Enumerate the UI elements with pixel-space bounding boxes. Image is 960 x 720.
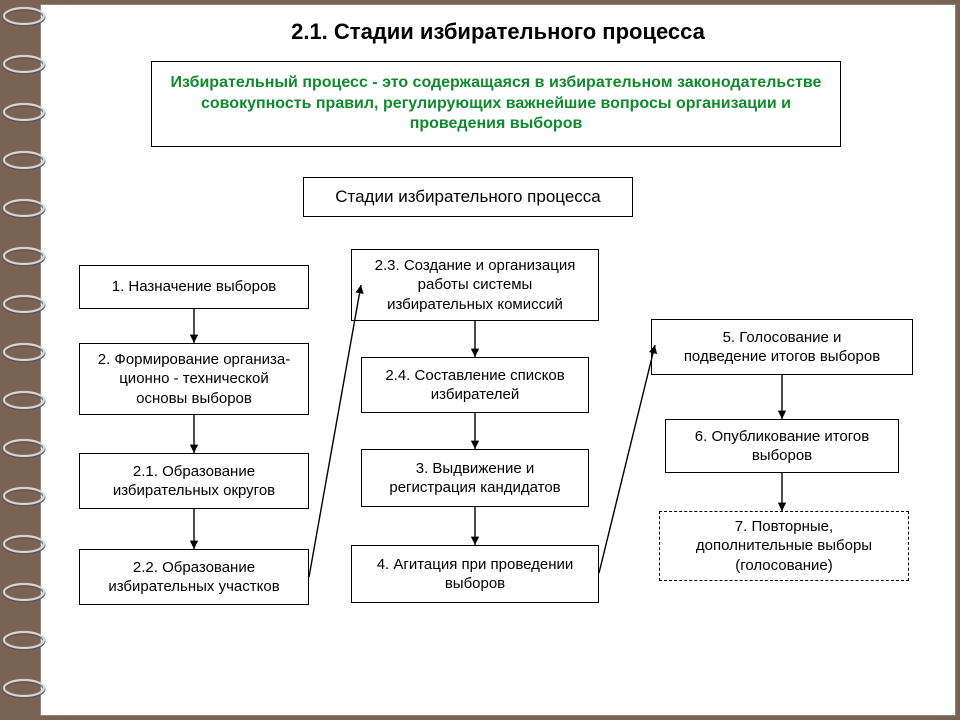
node-5: 5. Голосование и подведение итогов выбор… — [651, 319, 913, 375]
node-2-1: 2.1. Образование избирательных округов — [79, 453, 309, 509]
node-3: 3. Выдвижение и регистрация кандидатов — [361, 449, 589, 507]
node-2-4: 2.4. Составление списков избирателей — [361, 357, 589, 413]
page: 2.1. Стадии избирательного процесса Изби… — [40, 4, 956, 716]
node-4: 4. Агитация при проведении выборов — [351, 545, 599, 603]
node-6: 6. Опубликование итогов выборов — [665, 419, 899, 473]
node-1: 1. Назначение выборов — [79, 265, 309, 309]
page-title: 2.1. Стадии избирательного процесса — [41, 5, 955, 45]
definition-box: Избирательный процесс - это содержащаяся… — [151, 61, 841, 147]
node-7: 7. Повторные, дополнительные выборы (гол… — [659, 511, 909, 581]
node-2-3: 2.3. Создание и организация работы систе… — [351, 249, 599, 321]
node-2-2: 2.2. Образование избирательных участков — [79, 549, 309, 605]
node-2: 2. Формирование организа- ционно - техни… — [79, 343, 309, 415]
subtitle-box: Стадии избирательного процесса — [303, 177, 633, 217]
spiral-binding — [0, 0, 48, 720]
